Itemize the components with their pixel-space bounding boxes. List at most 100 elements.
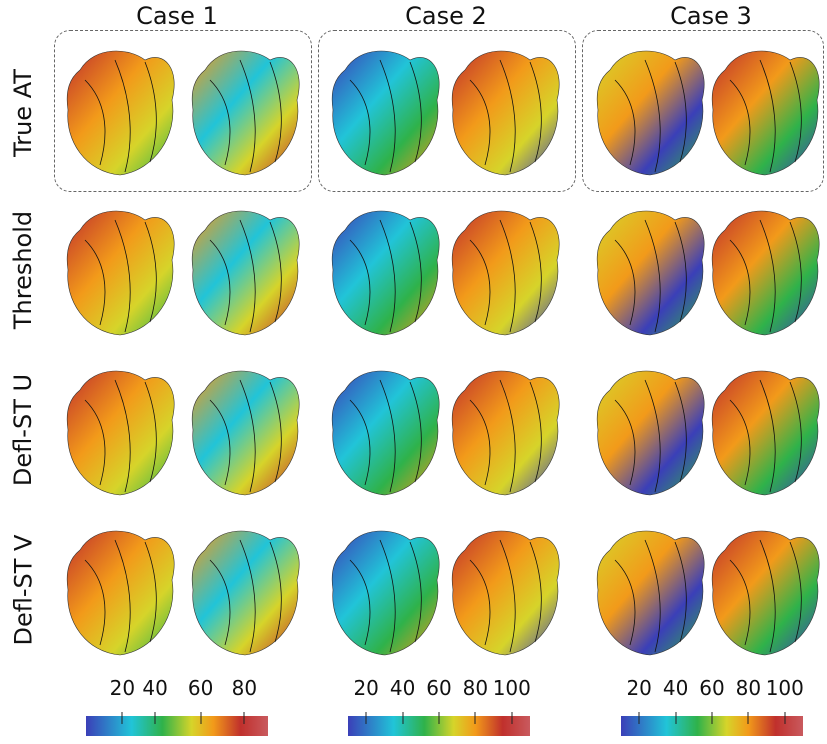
- isochrone-line: [674, 541, 687, 643]
- colorbar-2-tick: 100: [492, 676, 531, 700]
- row-label-true-at: True AT: [9, 68, 38, 157]
- isochrone-line: [499, 219, 516, 333]
- isochrone-line: [499, 59, 516, 173]
- heart-activation-map: [66, 530, 175, 656]
- isochrone-line: [269, 541, 282, 643]
- isochrone-line: [759, 59, 776, 173]
- isochrone-line: [239, 59, 256, 173]
- isochrone-line: [114, 59, 131, 173]
- isochrone-line: [349, 79, 371, 166]
- isochrone-line: [614, 559, 636, 646]
- heart-activation-map: [331, 50, 440, 176]
- isochrone-line: [674, 381, 687, 483]
- isochrone-line: [469, 399, 491, 486]
- isochrone-line: [469, 79, 491, 166]
- heart-activation-map: [451, 210, 560, 336]
- isochrone-line: [209, 79, 231, 166]
- colorbar-3-tick: 80: [735, 676, 762, 700]
- heart-surface: [331, 50, 440, 176]
- heart-surface: [191, 210, 300, 336]
- heart-surface: [451, 530, 560, 656]
- heart-activation-map: [711, 210, 820, 336]
- isochrone-line: [239, 219, 256, 333]
- heart-activation-map: [451, 370, 560, 496]
- colorbar-1-tick: 20: [109, 676, 136, 700]
- row-label-defl-st-u: Defl-ST U: [9, 373, 37, 487]
- colorbar-3-tick: 100: [765, 676, 804, 700]
- colorbar-1-tick: 40: [142, 676, 168, 700]
- isochrone-line: [379, 59, 396, 173]
- isochrone-line: [209, 399, 231, 486]
- heart-activation-map: [191, 210, 300, 336]
- colorbar-1-tick-marks: [121, 712, 245, 724]
- heart-surface: [66, 50, 175, 176]
- true-at-box-case-1: [54, 30, 312, 192]
- heart-activation-map: [191, 370, 300, 496]
- isochrone-line: [469, 559, 491, 646]
- heart-surface: [331, 210, 440, 336]
- column-title-case-2: Case 2: [405, 2, 487, 30]
- isochrone-line: [469, 239, 491, 326]
- isochrone-line: [349, 399, 371, 486]
- heart-activation-map: [596, 530, 705, 656]
- heart-activation-map: [331, 530, 440, 656]
- isochrone-line: [499, 379, 516, 493]
- heart-surface: [596, 210, 705, 336]
- isochrone-line: [674, 221, 687, 323]
- heart-surface: [191, 50, 300, 176]
- isochrone-line: [114, 379, 131, 493]
- isochrone-line: [759, 539, 776, 653]
- isochrone-line: [729, 239, 751, 326]
- isochrone-line: [614, 399, 636, 486]
- isochrone-line: [144, 381, 157, 483]
- isochrone-line: [144, 541, 157, 643]
- colorbar-2-tick: 60: [426, 676, 452, 700]
- isochrone-line: [379, 539, 396, 653]
- isochrone-line: [644, 539, 661, 653]
- heart-activation-map: [331, 210, 440, 336]
- colorbar-3-tick: 20: [626, 676, 652, 700]
- isochrone-line: [729, 559, 751, 646]
- isochrone-line: [239, 379, 256, 493]
- heart-surface: [191, 530, 300, 656]
- isochrone-line: [644, 219, 661, 333]
- isochrone-line: [409, 381, 422, 483]
- heart-activation-map: [596, 210, 705, 336]
- heart-activation-map: [66, 50, 175, 176]
- column-title-case-1: Case 1: [136, 2, 218, 30]
- isochrone-line: [674, 61, 687, 163]
- colorbar-3-ticks: 20 40 60 80 100: [621, 676, 803, 700]
- colorbar-2: [348, 712, 530, 736]
- isochrone-line: [84, 79, 106, 166]
- heart-activation-map: [66, 210, 175, 336]
- isochrone-line: [729, 399, 751, 486]
- colorbar-3-tick: 60: [699, 676, 725, 700]
- heart-surface: [596, 370, 705, 496]
- isochrone-line: [114, 219, 131, 333]
- isochrone-line: [84, 239, 106, 326]
- colorbar-2-tick-marks: [365, 712, 513, 724]
- isochrone-line: [409, 541, 422, 643]
- isochrone-line: [529, 61, 542, 163]
- heart-activation-map: [191, 530, 300, 656]
- isochrone-line: [349, 239, 371, 326]
- colorbar-3: [621, 712, 803, 736]
- true-at-box-case-3: [582, 30, 824, 192]
- isochrone-line: [529, 221, 542, 323]
- isochrone-line: [529, 381, 542, 483]
- isochrone-line: [789, 221, 802, 323]
- heart-surface: [711, 530, 820, 656]
- isochrone-line: [144, 61, 157, 163]
- heart-surface: [66, 530, 175, 656]
- isochrone-line: [729, 79, 751, 166]
- isochrone-line: [789, 61, 802, 163]
- isochrone-line: [209, 559, 231, 646]
- colorbar-3-tick: 40: [662, 676, 689, 700]
- isochrone-line: [239, 539, 256, 653]
- isochrone-line: [144, 221, 157, 323]
- colorbar-2-tick: 40: [389, 676, 416, 700]
- isochrone-line: [269, 381, 282, 483]
- isochrone-line: [499, 539, 516, 653]
- heart-activation-map: [711, 370, 820, 496]
- isochrone-line: [269, 221, 282, 323]
